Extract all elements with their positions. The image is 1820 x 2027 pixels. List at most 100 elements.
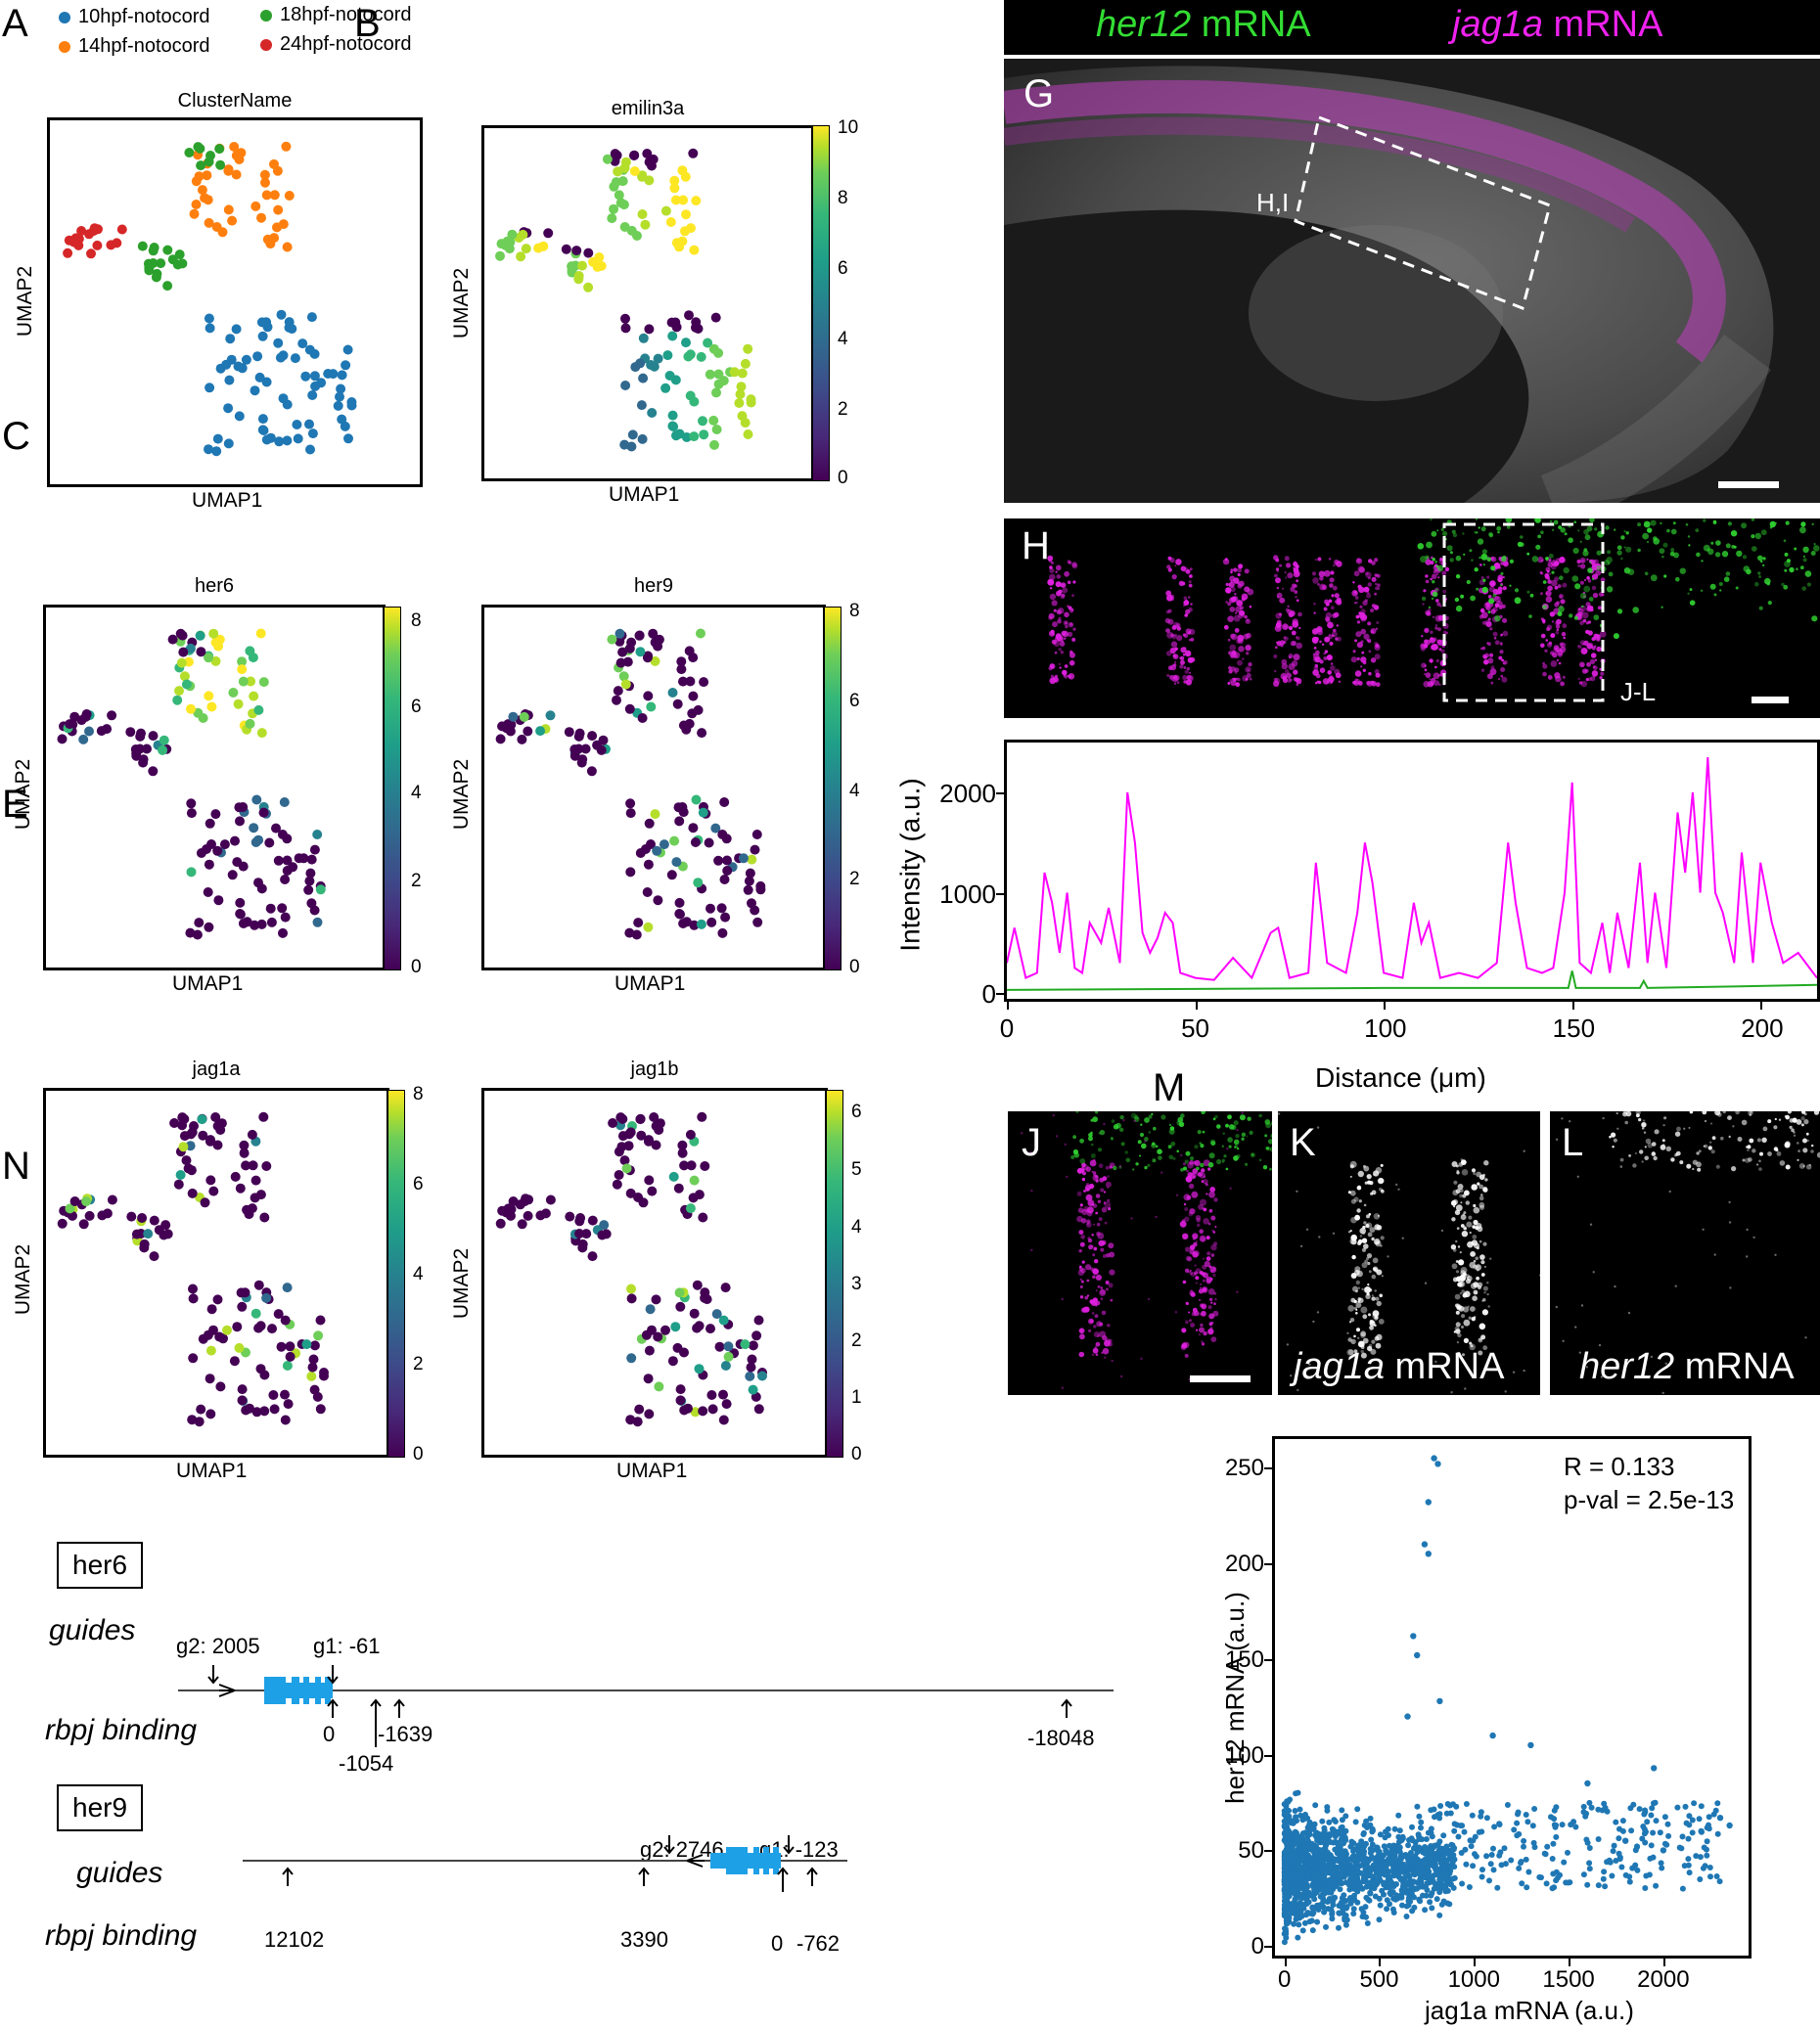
jag1a-signal-dot: [1356, 1208, 1361, 1213]
umap-point: [256, 728, 267, 739]
her12-signal-dot: [1139, 1154, 1141, 1157]
jag1a-signal-dot: [1499, 642, 1503, 646]
jag1a-signal-dot: [1461, 1169, 1469, 1176]
jag1a-signal-dot: [1503, 660, 1508, 665]
panel-label-b: B: [354, 2, 381, 45]
her12-signal-dot: [1505, 518, 1513, 523]
scatter-point: [1595, 1836, 1602, 1842]
jag1a-signal-dot: [1434, 626, 1438, 630]
her12-signal-dot: [1474, 567, 1479, 572]
jag1a-signal-dot: [1481, 1309, 1488, 1316]
her12-signal-dot: [1759, 1151, 1763, 1156]
umap-point: [285, 1351, 296, 1362]
her12-signal-dot: [1545, 557, 1549, 561]
scatter-point: [1281, 1939, 1288, 1946]
jag1a-signal-dot: [1499, 634, 1503, 637]
scatter-point: [1663, 1841, 1670, 1848]
umap-point: [642, 653, 653, 663]
umap-point: [148, 731, 159, 742]
jag1a-signal-dot: [1284, 571, 1287, 574]
umap-point: [692, 1280, 703, 1290]
her12-signal-dot: [1455, 555, 1462, 562]
jag1a-signal-dot: [1489, 653, 1494, 657]
jag1a-signal-dot: [1049, 593, 1057, 601]
scatter-point: [1679, 1885, 1686, 1892]
umap-point: [638, 333, 649, 343]
umap-point: [245, 646, 255, 656]
jag1a-signal-dot: [1353, 590, 1357, 595]
umap-point: [266, 917, 277, 927]
jag1a-signal-dot: [1277, 596, 1280, 599]
jag1a-signal-dot: [1244, 586, 1251, 593]
scatter-point: [1615, 1835, 1622, 1842]
scatter-point: [1451, 1821, 1458, 1827]
jag1a-signal-dot: [1094, 1302, 1098, 1306]
her12-signal-dot: [1228, 1145, 1232, 1149]
her12-signal-dot: [1551, 528, 1555, 531]
scatter-point: [1337, 1830, 1343, 1837]
scatter-point: [1330, 1895, 1337, 1902]
umap-point: [253, 878, 263, 888]
umap-point: [235, 897, 246, 908]
jag1a-signal-dot: [1437, 674, 1440, 677]
scatter-point: [1541, 1850, 1548, 1857]
jag1a-signal-dot: [1455, 1322, 1461, 1328]
jag1a-signal-dot: [1542, 620, 1546, 624]
her12-signal-dot: [1609, 1135, 1612, 1139]
scatter-point: [1292, 1890, 1298, 1897]
jag1a-signal-dot: [1490, 556, 1497, 563]
umap-point: [297, 338, 308, 349]
umap-point: [521, 244, 531, 254]
scatter-point: [1311, 1821, 1318, 1827]
scatter-point: [1600, 1875, 1607, 1882]
jag1a-signal-dot: [1096, 1321, 1103, 1328]
jag1a-signal-dot: [1071, 594, 1074, 597]
jag1a-signal-dot: [1336, 597, 1342, 603]
jag1a-signal-dot: [1180, 659, 1185, 665]
her12-signal-dot: [1430, 518, 1433, 521]
jag1a-signal-dot: [1186, 652, 1191, 656]
background-speck: [1732, 1125, 1735, 1128]
scatter-point: [1584, 1881, 1591, 1888]
scatter-point: [1580, 1803, 1587, 1810]
umap-point: [705, 1324, 715, 1334]
jag1a-signal-dot: [1078, 1249, 1082, 1253]
jag1a-signal-dot: [1079, 1241, 1085, 1247]
her12-signal-dot: [1593, 614, 1600, 620]
scatter-point: [1479, 1873, 1485, 1880]
jag1a-signal-dot: [1477, 1265, 1479, 1268]
jag1a-signal-dot: [1094, 1259, 1099, 1264]
jag1a-signal-dot: [1062, 587, 1069, 594]
umap-point: [138, 754, 149, 765]
scatter-point: [1436, 1838, 1443, 1845]
her12-signal-dot: [1637, 548, 1641, 553]
jag1a-signal-dot: [1072, 627, 1076, 631]
jag1a-signal-dot: [1457, 1332, 1462, 1338]
scatter-point: [1425, 1551, 1432, 1557]
jag1a-signal-dot: [1435, 658, 1439, 663]
jag1a-signal-dot: [1289, 678, 1293, 682]
jag1a-signal-dot: [1203, 1179, 1208, 1185]
jag1a-signal-dot: [1080, 1218, 1087, 1224]
scatter-point: [1453, 1803, 1460, 1810]
notochord-image-h: [1004, 518, 1820, 718]
scatter-point: [1701, 1844, 1707, 1851]
scatter-point: [1381, 1881, 1388, 1888]
jag1a-signal-dot: [1430, 577, 1433, 581]
jag1a-signal-dot: [1207, 1167, 1211, 1171]
jag1a-signal-dot: [1182, 1233, 1189, 1239]
her12-signal-dot: [1725, 543, 1731, 549]
scatter-point: [1376, 1869, 1383, 1876]
her12-signal-dot: [1796, 567, 1798, 570]
jag1a-signal-dot: [1350, 1297, 1356, 1303]
jag1a-signal-dot: [1061, 640, 1064, 643]
jag1a-signal-dot: [1355, 1312, 1358, 1315]
jag1a-signal-dot: [1347, 1231, 1351, 1234]
scatter-point: [1470, 1837, 1477, 1844]
scatter-point: [1375, 1865, 1382, 1871]
her12-signal-dot: [1139, 1132, 1145, 1138]
jag1a-signal-dot: [1192, 1251, 1199, 1258]
umap-point: [677, 165, 688, 176]
scatter-point: [1426, 1875, 1433, 1882]
her12-signal-dot: [1579, 540, 1582, 543]
